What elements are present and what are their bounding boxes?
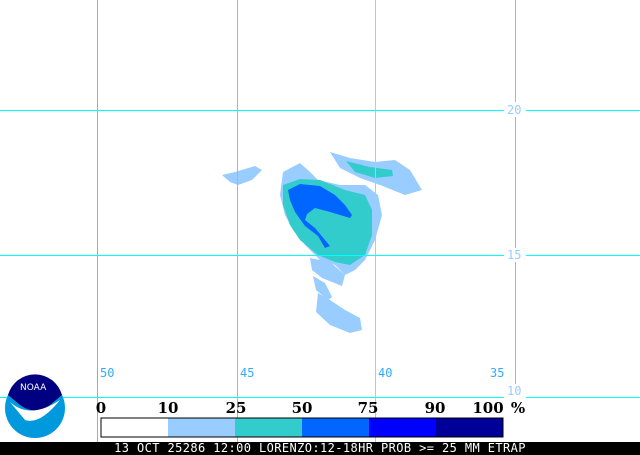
- area-10-25-south1: [310, 258, 345, 286]
- colorbar-label: 50: [291, 399, 313, 417]
- colorbar-swatch: [369, 418, 437, 437]
- colorbar-label: 100: [472, 399, 504, 417]
- noaa-logo: [5, 374, 65, 438]
- area-25-50-northeast: [346, 161, 393, 178]
- colorbar-border: [100, 417, 504, 438]
- area-10-25-west: [222, 166, 262, 185]
- lat-label: 10: [507, 384, 522, 398]
- lon-label: 50: [100, 366, 115, 380]
- lat-label: 15: [507, 248, 522, 262]
- area-50-75-core: [288, 184, 352, 248]
- colorbar: [100, 417, 504, 438]
- logo-seagull: [10, 400, 60, 421]
- title-bar: 13 OCT 25286 12:00 LORENZO:12-18HR PROB …: [0, 442, 640, 455]
- colorbar-swatch: [235, 418, 303, 437]
- noaa-logo-text: NOAA: [20, 383, 47, 393]
- lon-label: 45: [240, 366, 255, 380]
- colorbar-label: 90: [424, 399, 446, 417]
- area-10-25-south3: [316, 293, 362, 333]
- colorbar-label: 10: [157, 399, 179, 417]
- lon-label: 35: [490, 366, 505, 380]
- logo-top: [8, 374, 62, 411]
- colorbar-label: 25: [225, 399, 247, 417]
- area-10-25-south2: [313, 276, 332, 300]
- colorbar-label: 75: [357, 399, 379, 417]
- lon-label: 40: [378, 366, 393, 380]
- colorbar-swatch: [101, 418, 169, 437]
- colorbar-swatch: [436, 418, 504, 437]
- precip-probability-areas: [222, 152, 422, 333]
- lat-label: 20: [507, 103, 522, 117]
- lat-lon-grid: [0, 0, 640, 442]
- colorbar-swatch: [302, 418, 370, 437]
- colorbar-unit: %: [510, 399, 526, 417]
- colorbar-label: 0: [95, 399, 107, 417]
- colorbar-swatch: [168, 418, 236, 437]
